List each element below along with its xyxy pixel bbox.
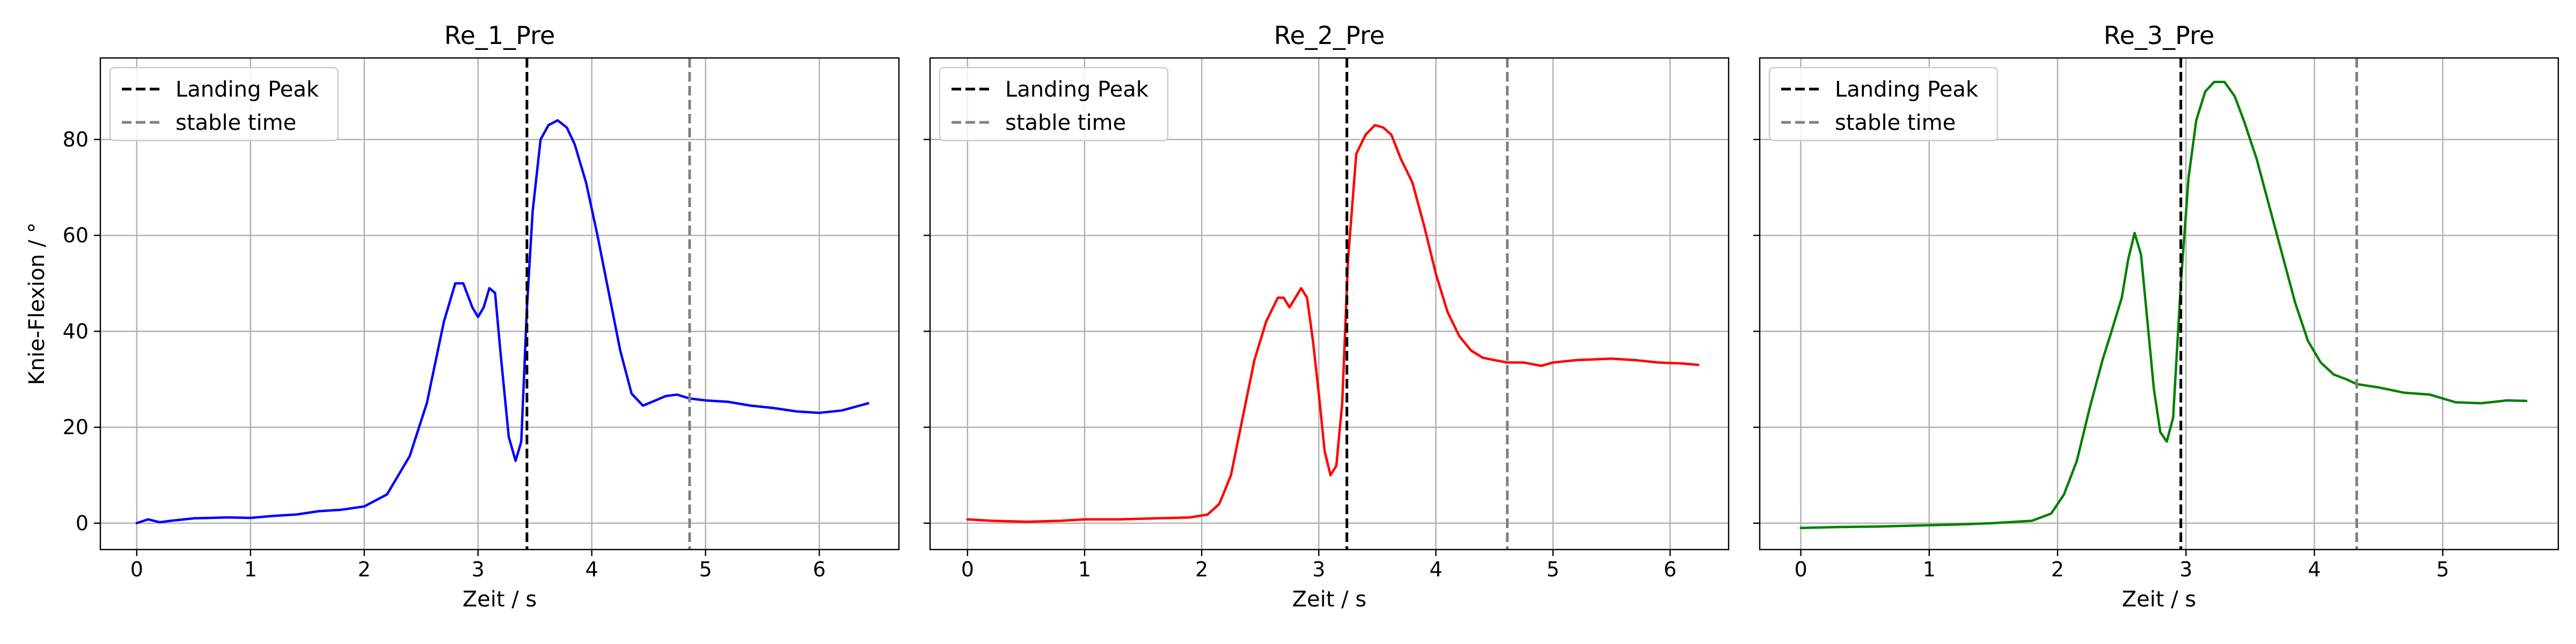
x-tick-label: 4 xyxy=(2308,558,2321,581)
grid xyxy=(1760,58,2558,550)
chart-title: Re_1_Pre xyxy=(444,21,555,50)
legend-entry-landing-peak: Landing Peak xyxy=(1835,77,1979,102)
legend-entry-landing-peak: Landing Peak xyxy=(175,77,319,102)
legend-entry-stable-time: stable time xyxy=(175,111,296,135)
y-tick-label: 20 xyxy=(63,415,89,439)
subplot-re-3-pre: 0 1 2 3 4 5 Landing Peak stable time Re_3_Pre Zei… xyxy=(1753,21,2559,612)
series-line xyxy=(1799,80,2528,530)
legend-entry-stable-time: stable time xyxy=(1835,111,1956,135)
legend-box xyxy=(1768,67,1999,142)
x-tick-label: 1 xyxy=(1078,558,1091,581)
x-axis-label: Zeit / s xyxy=(2122,587,2197,612)
x-tick-label: 0 xyxy=(130,558,143,581)
x-tick-label: 5 xyxy=(699,558,712,581)
legend-box xyxy=(109,67,339,142)
subplot-re-2-pre: 0 1 2 3 4 5 6 Landing Peak stable time Re_2_Pre Ze… xyxy=(924,21,1730,612)
x-tick-label: 3 xyxy=(1312,558,1325,581)
axes-frame xyxy=(1759,57,2559,551)
y-tick-label: 40 xyxy=(63,319,89,343)
x-tick-label: 6 xyxy=(813,558,826,581)
x-tick-label: 0 xyxy=(1794,558,1807,581)
legend: Landing Peak stable time xyxy=(939,67,1169,142)
x-tick-label: 1 xyxy=(244,558,257,581)
x-axis-label: Zeit / s xyxy=(1292,587,1367,612)
axes-frame xyxy=(99,57,900,551)
legend-entry-stable-time: stable time xyxy=(1005,111,1126,135)
legend-entry-landing-peak: Landing Peak xyxy=(1005,77,1149,102)
x-tick-label: 1 xyxy=(1923,558,1936,581)
x-tick-label: 5 xyxy=(1547,558,1560,581)
x-tick-label: 2 xyxy=(2051,558,2064,581)
chart-title: Re_3_Pre xyxy=(2104,21,2215,50)
legend: Landing Peak stable time xyxy=(1768,67,1999,142)
legend: Landing Peak stable time xyxy=(109,67,339,142)
grid xyxy=(930,58,1729,550)
x-tick-label: 3 xyxy=(472,558,485,581)
x-tick-label: 6 xyxy=(1664,558,1677,581)
x-axis-label: Zeit / s xyxy=(463,587,537,612)
y-tick-label: 80 xyxy=(63,128,89,151)
x-tick-label: 5 xyxy=(2436,558,2449,581)
series-line xyxy=(135,119,870,525)
y-tick-label: 60 xyxy=(63,224,89,247)
x-tick-label: 2 xyxy=(358,558,371,581)
x-tick-label: 4 xyxy=(1429,558,1442,581)
y-tick-label: 0 xyxy=(76,511,89,535)
legend-box xyxy=(939,67,1169,142)
x-tick-label: 0 xyxy=(961,558,974,581)
x-tick-label: 4 xyxy=(586,558,598,581)
x-tick-label: 3 xyxy=(2179,558,2192,581)
y-axis-label: Knie-Flexion / ° xyxy=(25,222,49,385)
chart-title: Re_2_Pre xyxy=(1274,21,1385,50)
series-line xyxy=(966,123,1700,523)
x-tick-label: 2 xyxy=(1195,558,1208,581)
axes-frame xyxy=(929,57,1730,551)
